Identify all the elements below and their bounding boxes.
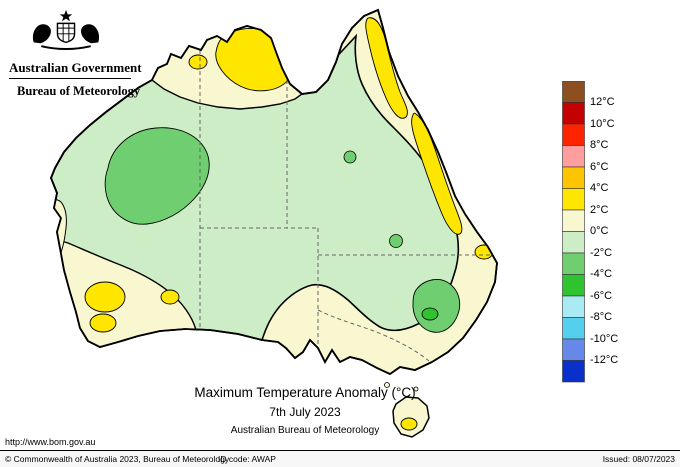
legend-label-4: 4°C [590, 182, 609, 194]
legend-label-8: 8°C [590, 139, 609, 151]
map-date: 7th July 2023 [269, 405, 341, 419]
legend-label-neg12: -12°C [590, 354, 619, 366]
green-patch-nsw [412, 279, 461, 333]
legend-label-6: 6°C [590, 161, 609, 173]
australian-coat-of-arms-icon [32, 10, 100, 50]
legend-swatch-neg2-0 [562, 231, 585, 254]
legend-label-12: 12°C [590, 96, 615, 108]
yellow-patch-tasmania [400, 417, 418, 431]
legend-color-bar [562, 81, 585, 383]
island-king [384, 382, 390, 388]
green-dot-center-2 [389, 234, 403, 248]
legend-swatch-lt-neg12 [562, 360, 585, 383]
yellow-patch-southwest-1 [84, 281, 126, 313]
legend-swatch-neg8-neg6 [562, 295, 585, 318]
legend-label-0: 0°C [590, 225, 609, 237]
bureau-title: Bureau of Meteorology [17, 84, 141, 98]
map-title: Maximum Temperature Anomaly (°C) [194, 385, 416, 400]
legend-swatch-10-12 [562, 102, 585, 125]
legend-swatch-neg12-neg10 [562, 338, 585, 361]
border-murray [317, 309, 430, 362]
legend-swatch-gt12 [562, 81, 585, 103]
green-patch-wa-interior [104, 127, 210, 225]
yellow-patch-southwest-3 [160, 289, 180, 305]
legend-swatch-neg4-neg2 [562, 252, 585, 275]
legend-swatch-0-2 [562, 209, 585, 232]
australia-anomaly-map [50, 8, 498, 438]
legend-swatch-4-6 [562, 166, 585, 189]
green-dot-center-1 [343, 150, 357, 164]
yellow-patch-southwest-2 [89, 313, 117, 333]
legend-label-10: 10°C [590, 118, 615, 130]
coastline [50, 8, 498, 376]
title-block: Maximum Temperature Anomaly (°C) 7th Jul… [70, 385, 540, 436]
government-title: Australian Government [9, 60, 142, 75]
crest-shapes [32, 10, 100, 50]
legend-label-neg8: -8°C [590, 311, 613, 323]
legend-label-neg6: -6°C [590, 290, 613, 302]
island-flinders [413, 386, 419, 392]
yellow-patch-kimberley [188, 54, 208, 70]
footer-bar: © Commonwealth of Australia 2023, Bureau… [0, 450, 680, 467]
legend-swatch-2-4 [562, 188, 585, 211]
legend-label-neg10: -10°C [590, 333, 619, 345]
legend-label-neg2: -2°C [590, 247, 613, 259]
legend-label-neg4: -4°C [590, 268, 613, 280]
legend-swatch-neg10-neg8 [562, 317, 585, 340]
legend-label-2: 2°C [590, 204, 609, 216]
state-borders [199, 50, 490, 362]
footer-copyright: © Commonwealth of Australia 2023, Bureau… [5, 454, 230, 464]
legend-swatch-8-10 [562, 123, 585, 146]
map-org: Australian Bureau of Meteorology [230, 425, 380, 436]
bright-green-core-nsw [421, 307, 439, 321]
header-divider [9, 78, 131, 79]
footer-issued: Issued: 08/07/2023 [602, 454, 675, 464]
footer-id-code: ID code: AWAP [218, 454, 276, 464]
legend-swatch-neg6-neg4 [562, 274, 585, 297]
yellow-patch-qld-coast [411, 112, 463, 235]
bom-url: http://www.bom.gov.au [5, 437, 96, 447]
legend-swatch-6-8 [562, 145, 585, 168]
